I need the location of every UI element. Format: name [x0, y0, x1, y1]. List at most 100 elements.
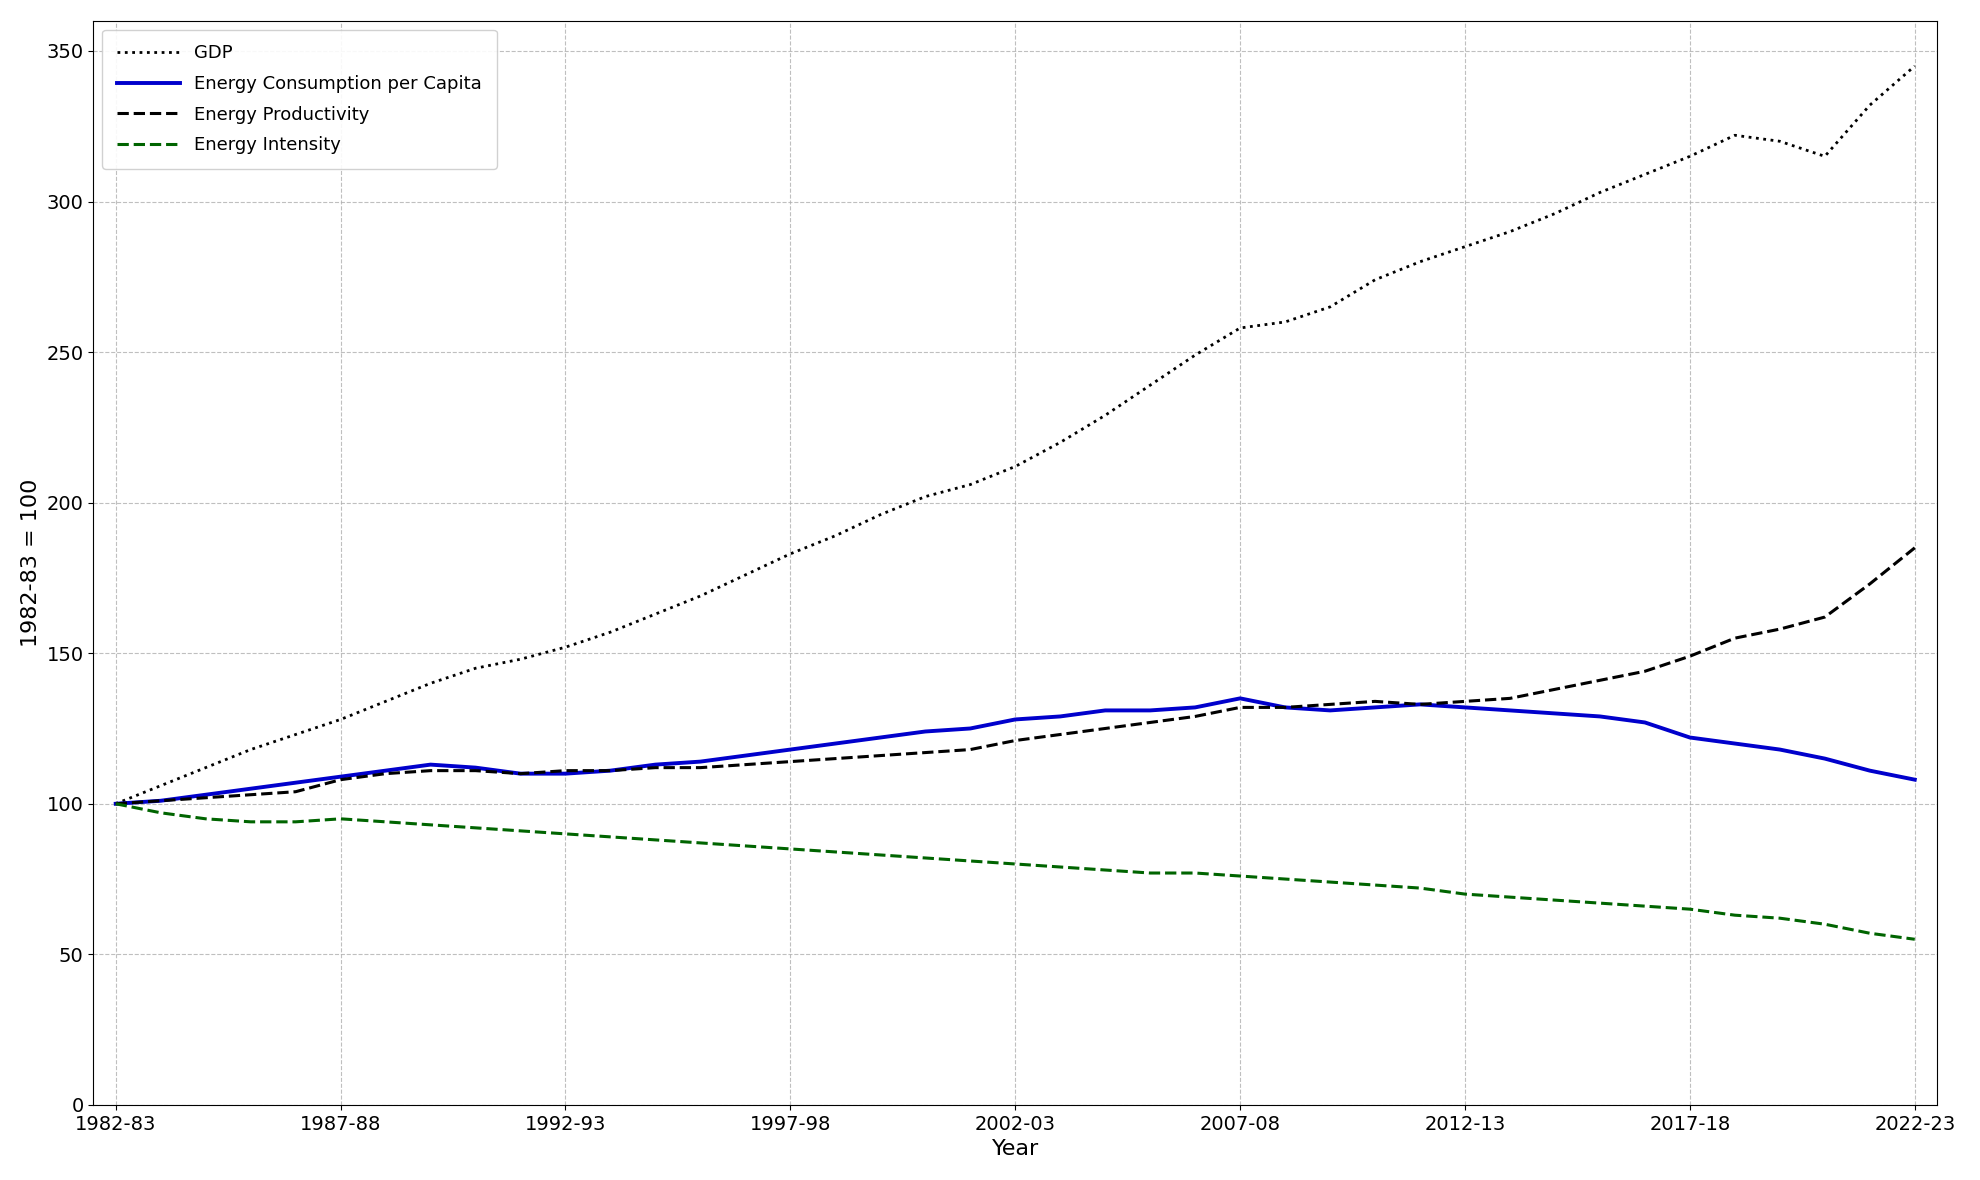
- Energy Intensity: [374, 814, 398, 828]
- Energy Intensity: [194, 812, 218, 826]
- Energy Consumption per Capita: [1634, 715, 1657, 729]
- Line: Energy Productivity: Energy Productivity: [115, 548, 1915, 804]
- Energy Consumption per Capita: [1004, 713, 1028, 727]
- Energy Consumption per Capita: [1228, 691, 1251, 706]
- Energy Productivity: [913, 746, 937, 760]
- Energy Productivity: [733, 758, 756, 772]
- GDP: [689, 589, 713, 603]
- Energy Consumption per Capita: [418, 758, 442, 772]
- GDP: [1408, 255, 1432, 269]
- Energy Productivity: [778, 754, 802, 768]
- Energy Consumption per Capita: [689, 754, 713, 768]
- GDP: [463, 661, 487, 675]
- Energy Intensity: [644, 833, 667, 847]
- Energy Intensity: [554, 827, 578, 841]
- Energy Consumption per Capita: [194, 787, 218, 801]
- Energy Consumption per Capita: [1903, 773, 1927, 787]
- Energy Intensity: [733, 839, 756, 853]
- Energy Consumption per Capita: [869, 730, 893, 745]
- Energy Consumption per Capita: [554, 767, 578, 781]
- Energy Productivity: [1723, 631, 1746, 645]
- Y-axis label: 1982-83 = 100: 1982-83 = 100: [22, 479, 42, 647]
- Energy Intensity: [1634, 899, 1657, 913]
- Energy Productivity: [1588, 674, 1612, 688]
- Energy Intensity: [1362, 878, 1386, 892]
- Line: GDP: GDP: [115, 66, 1915, 804]
- Energy Productivity: [598, 763, 622, 778]
- GDP: [733, 568, 756, 582]
- Energy Intensity: [463, 821, 487, 835]
- Energy Productivity: [148, 794, 172, 808]
- GDP: [283, 727, 307, 741]
- GDP: [1362, 273, 1386, 287]
- GDP: [869, 507, 893, 522]
- Energy Consumption per Capita: [1047, 709, 1071, 723]
- GDP: [913, 490, 937, 504]
- Energy Intensity: [689, 835, 713, 850]
- Energy Consumption per Capita: [509, 767, 533, 781]
- Energy Productivity: [1453, 694, 1477, 708]
- GDP: [598, 625, 622, 640]
- GDP: [103, 796, 127, 811]
- Energy Intensity: [958, 854, 982, 868]
- Energy Intensity: [1408, 881, 1432, 896]
- Energy Consumption per Capita: [374, 763, 398, 778]
- Energy Intensity: [1004, 857, 1028, 871]
- Energy Consumption per Capita: [463, 761, 487, 775]
- Energy Consumption per Capita: [240, 781, 263, 795]
- X-axis label: Year: Year: [992, 1139, 1040, 1159]
- Energy Consumption per Capita: [329, 769, 352, 784]
- Energy Consumption per Capita: [1319, 703, 1342, 717]
- Energy Intensity: [1138, 866, 1162, 880]
- Energy Intensity: [1499, 890, 1523, 904]
- GDP: [1634, 168, 1657, 182]
- Energy Productivity: [1228, 700, 1251, 714]
- Energy Productivity: [1004, 734, 1028, 748]
- Energy Productivity: [1814, 610, 1837, 624]
- Energy Productivity: [1138, 715, 1162, 729]
- Energy Productivity: [283, 785, 307, 799]
- Energy Consumption per Capita: [598, 763, 622, 778]
- Energy Intensity: [913, 851, 937, 865]
- Energy Intensity: [283, 814, 307, 828]
- GDP: [194, 761, 218, 775]
- GDP: [509, 653, 533, 667]
- Energy Productivity: [1857, 577, 1881, 591]
- GDP: [1004, 459, 1028, 473]
- Energy Consumption per Capita: [644, 758, 667, 772]
- Energy Intensity: [1768, 911, 1792, 925]
- Energy Productivity: [958, 742, 982, 756]
- Energy Intensity: [1093, 863, 1117, 877]
- Energy Consumption per Capita: [148, 794, 172, 808]
- Energy Productivity: [644, 761, 667, 775]
- Energy Intensity: [1273, 872, 1297, 886]
- Energy Consumption per Capita: [283, 775, 307, 789]
- GDP: [1903, 59, 1927, 73]
- GDP: [1273, 315, 1297, 329]
- Energy Consumption per Capita: [1499, 703, 1523, 717]
- Energy Intensity: [1814, 917, 1837, 931]
- Energy Intensity: [418, 818, 442, 832]
- GDP: [1047, 435, 1071, 450]
- Energy Intensity: [1542, 893, 1566, 907]
- Energy Intensity: [1677, 902, 1701, 916]
- Energy Intensity: [1903, 932, 1927, 946]
- Energy Intensity: [1319, 876, 1342, 890]
- Energy Productivity: [824, 752, 847, 766]
- Energy Intensity: [329, 812, 352, 826]
- GDP: [824, 529, 847, 543]
- Energy Intensity: [148, 806, 172, 820]
- GDP: [148, 779, 172, 793]
- Energy Intensity: [1588, 896, 1612, 910]
- GDP: [554, 640, 578, 654]
- Energy Productivity: [103, 796, 127, 811]
- Energy Consumption per Capita: [1138, 703, 1162, 717]
- Energy Consumption per Capita: [1677, 730, 1701, 745]
- GDP: [958, 478, 982, 492]
- Energy Productivity: [463, 763, 487, 778]
- GDP: [418, 676, 442, 690]
- Legend: GDP, Energy Consumption per Capita, Energy Productivity, Energy Intensity: GDP, Energy Consumption per Capita, Ener…: [103, 30, 497, 169]
- Energy Consumption per Capita: [913, 725, 937, 739]
- Line: Energy Intensity: Energy Intensity: [115, 804, 1915, 939]
- Energy Intensity: [240, 814, 263, 828]
